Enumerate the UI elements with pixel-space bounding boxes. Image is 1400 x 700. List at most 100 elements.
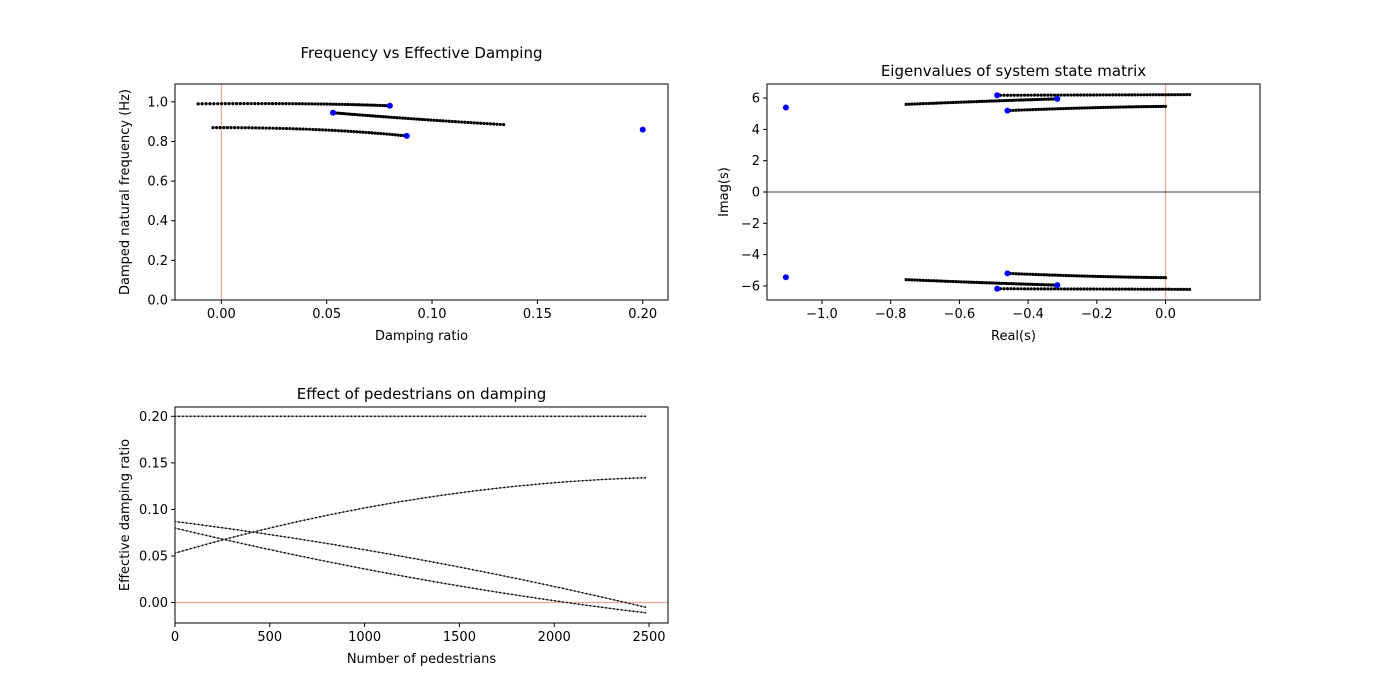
eigenvalues-data-point bbox=[1037, 97, 1042, 102]
eigenvalues-data-point bbox=[1117, 287, 1121, 291]
eigenvalues-data-point bbox=[1056, 273, 1060, 277]
pedestrian-damping-data-point bbox=[338, 544, 341, 547]
eigenvalues-data-point bbox=[1042, 93, 1047, 97]
eigenvalues-data-point bbox=[1075, 287, 1080, 291]
eigenvalues-highlight-point bbox=[1054, 95, 1061, 102]
pedestrian-damping-data-point bbox=[624, 477, 627, 480]
pedestrian-damping-data-point bbox=[366, 549, 368, 552]
pedestrian-damping-data-point bbox=[185, 529, 188, 532]
pedestrian-damping-data-point bbox=[456, 565, 459, 568]
pedestrian-damping-data-point bbox=[228, 537, 231, 539]
eigenvalues-data-point bbox=[1134, 105, 1138, 109]
frequency-damping-data-point bbox=[223, 102, 227, 106]
pedestrian-damping-data-point bbox=[397, 554, 400, 557]
frequency-damping-highlight-point bbox=[403, 132, 410, 139]
eigenvalues-x-tick-label: −0.4 bbox=[1012, 307, 1044, 322]
eigenvalues-highlight-point bbox=[994, 285, 1001, 292]
eigenvalues-data-point bbox=[977, 280, 981, 285]
pedestrian-damping-data-point bbox=[346, 545, 349, 548]
frequency-damping-data-point bbox=[216, 102, 220, 106]
frequency-damping-data-point bbox=[240, 126, 244, 130]
pedestrian-damping-data-point bbox=[381, 503, 384, 506]
pedestrian-damping-data-point bbox=[287, 552, 290, 555]
frequency-damping-data-point bbox=[355, 113, 359, 117]
pedestrian-damping-data-point bbox=[358, 566, 361, 569]
eigenvalues-data-point bbox=[1031, 282, 1035, 286]
eigenvalues-data-point bbox=[1014, 282, 1018, 286]
frequency-damping-data-point bbox=[346, 129, 350, 133]
pedestrian-damping-data-point bbox=[609, 478, 611, 481]
pedestrian-damping-data-point bbox=[558, 586, 560, 589]
pedestrian-damping-data-point bbox=[515, 485, 517, 488]
eigenvalues-data-point bbox=[954, 280, 958, 284]
eigenvalues-data-point bbox=[1005, 281, 1009, 286]
pedestrian-damping-data-point bbox=[491, 572, 494, 575]
eigenvalues-data-point bbox=[932, 279, 936, 283]
pedestrian-damping-data-point bbox=[275, 534, 278, 537]
frequency-damping-data-point bbox=[236, 126, 240, 130]
eigenvalues-data-point bbox=[1025, 272, 1029, 276]
eigenvalues-data-point bbox=[1148, 93, 1152, 97]
pedestrian-damping-data-point bbox=[507, 592, 509, 595]
eigenvalues-data-point bbox=[977, 99, 981, 104]
eigenvalues-data-point bbox=[1133, 287, 1137, 291]
pedestrian-damping-data-point bbox=[311, 540, 314, 543]
frequency-damping-highlight-point bbox=[386, 102, 393, 109]
frequency-damping-data-point bbox=[245, 101, 250, 106]
pedestrian-damping-data-point bbox=[436, 495, 439, 497]
pedestrian-damping-data-point bbox=[417, 577, 419, 580]
eigenvalues-data-point bbox=[1014, 108, 1018, 112]
pedestrian-damping-data-point bbox=[534, 581, 537, 584]
pedestrian-damping-data-point bbox=[330, 561, 333, 564]
pedestrian-damping-data-point bbox=[612, 415, 615, 418]
eigenvalues-data-point bbox=[1046, 283, 1051, 287]
eigenvalues-data-point bbox=[1116, 105, 1121, 109]
pedestrian-damping-data-point bbox=[401, 500, 404, 503]
pedestrian-damping-data-point bbox=[350, 546, 353, 549]
eigenvalues-data-point bbox=[980, 99, 984, 104]
pedestrian-damping-data-point bbox=[636, 477, 639, 479]
pedestrian-damping-data-point bbox=[417, 497, 419, 500]
frequency-damping-y-tick-label: 0.4 bbox=[147, 214, 168, 229]
pedestrian-damping-data-point bbox=[456, 415, 459, 418]
pedestrian-damping-data-point bbox=[479, 415, 482, 418]
pedestrian-damping-data-point bbox=[330, 513, 333, 516]
pedestrian-damping-data-point bbox=[358, 415, 361, 418]
eigenvalues-data-point bbox=[1101, 93, 1105, 97]
pedestrian-damping-data-point bbox=[291, 553, 294, 556]
frequency-damping-data-point bbox=[406, 116, 410, 121]
pedestrian-damping-data-point bbox=[495, 591, 498, 593]
frequency-damping-data-point bbox=[403, 116, 407, 120]
pedestrian-damping-data-point bbox=[538, 582, 541, 585]
eigenvalues-data-point bbox=[1022, 287, 1027, 291]
pedestrian-damping-data-point bbox=[319, 541, 321, 544]
pedestrian-damping-data-point bbox=[518, 415, 521, 418]
frequency-damping-data-point bbox=[392, 115, 396, 120]
eigenvalues-data-point bbox=[1046, 93, 1050, 97]
eigenvalues-data-point bbox=[1160, 93, 1165, 97]
pedestrian-damping-data-point bbox=[436, 415, 439, 418]
eigenvalues-series-4 bbox=[904, 278, 1059, 287]
pedestrian-damping-data-point bbox=[287, 522, 290, 525]
frequency-damping-data-point bbox=[278, 126, 282, 130]
eigenvalues-data-point bbox=[1007, 281, 1011, 286]
pedestrian-damping-data-point bbox=[609, 415, 611, 418]
pedestrian-damping-data-point bbox=[448, 583, 451, 586]
pedestrian-damping-data-point bbox=[483, 415, 486, 418]
eigenvalues-data-point bbox=[1056, 93, 1060, 97]
frequency-damping-data-point bbox=[330, 128, 334, 132]
eigenvalues-data-point bbox=[1083, 106, 1087, 110]
eigenvalues-data-point bbox=[1039, 287, 1043, 291]
pedestrian-damping-data-point bbox=[597, 595, 600, 598]
frequency-damping-data-point bbox=[400, 116, 405, 120]
pedestrian-damping-data-point bbox=[515, 415, 517, 418]
pedestrian-damping-data-point bbox=[479, 588, 482, 591]
eigenvalues-data-point bbox=[1056, 287, 1060, 291]
frequency-damping-y-tick-label: 0.0 bbox=[147, 294, 168, 309]
pedestrian-damping-data-point bbox=[401, 555, 404, 558]
pedestrian-damping-data-point bbox=[264, 415, 267, 418]
frequency-damping-data-point bbox=[399, 133, 403, 137]
pedestrian-damping-data-point bbox=[366, 568, 368, 571]
frequency-damping-y-tick-label: 0.2 bbox=[147, 254, 168, 269]
pedestrian-damping-data-point bbox=[624, 415, 627, 418]
